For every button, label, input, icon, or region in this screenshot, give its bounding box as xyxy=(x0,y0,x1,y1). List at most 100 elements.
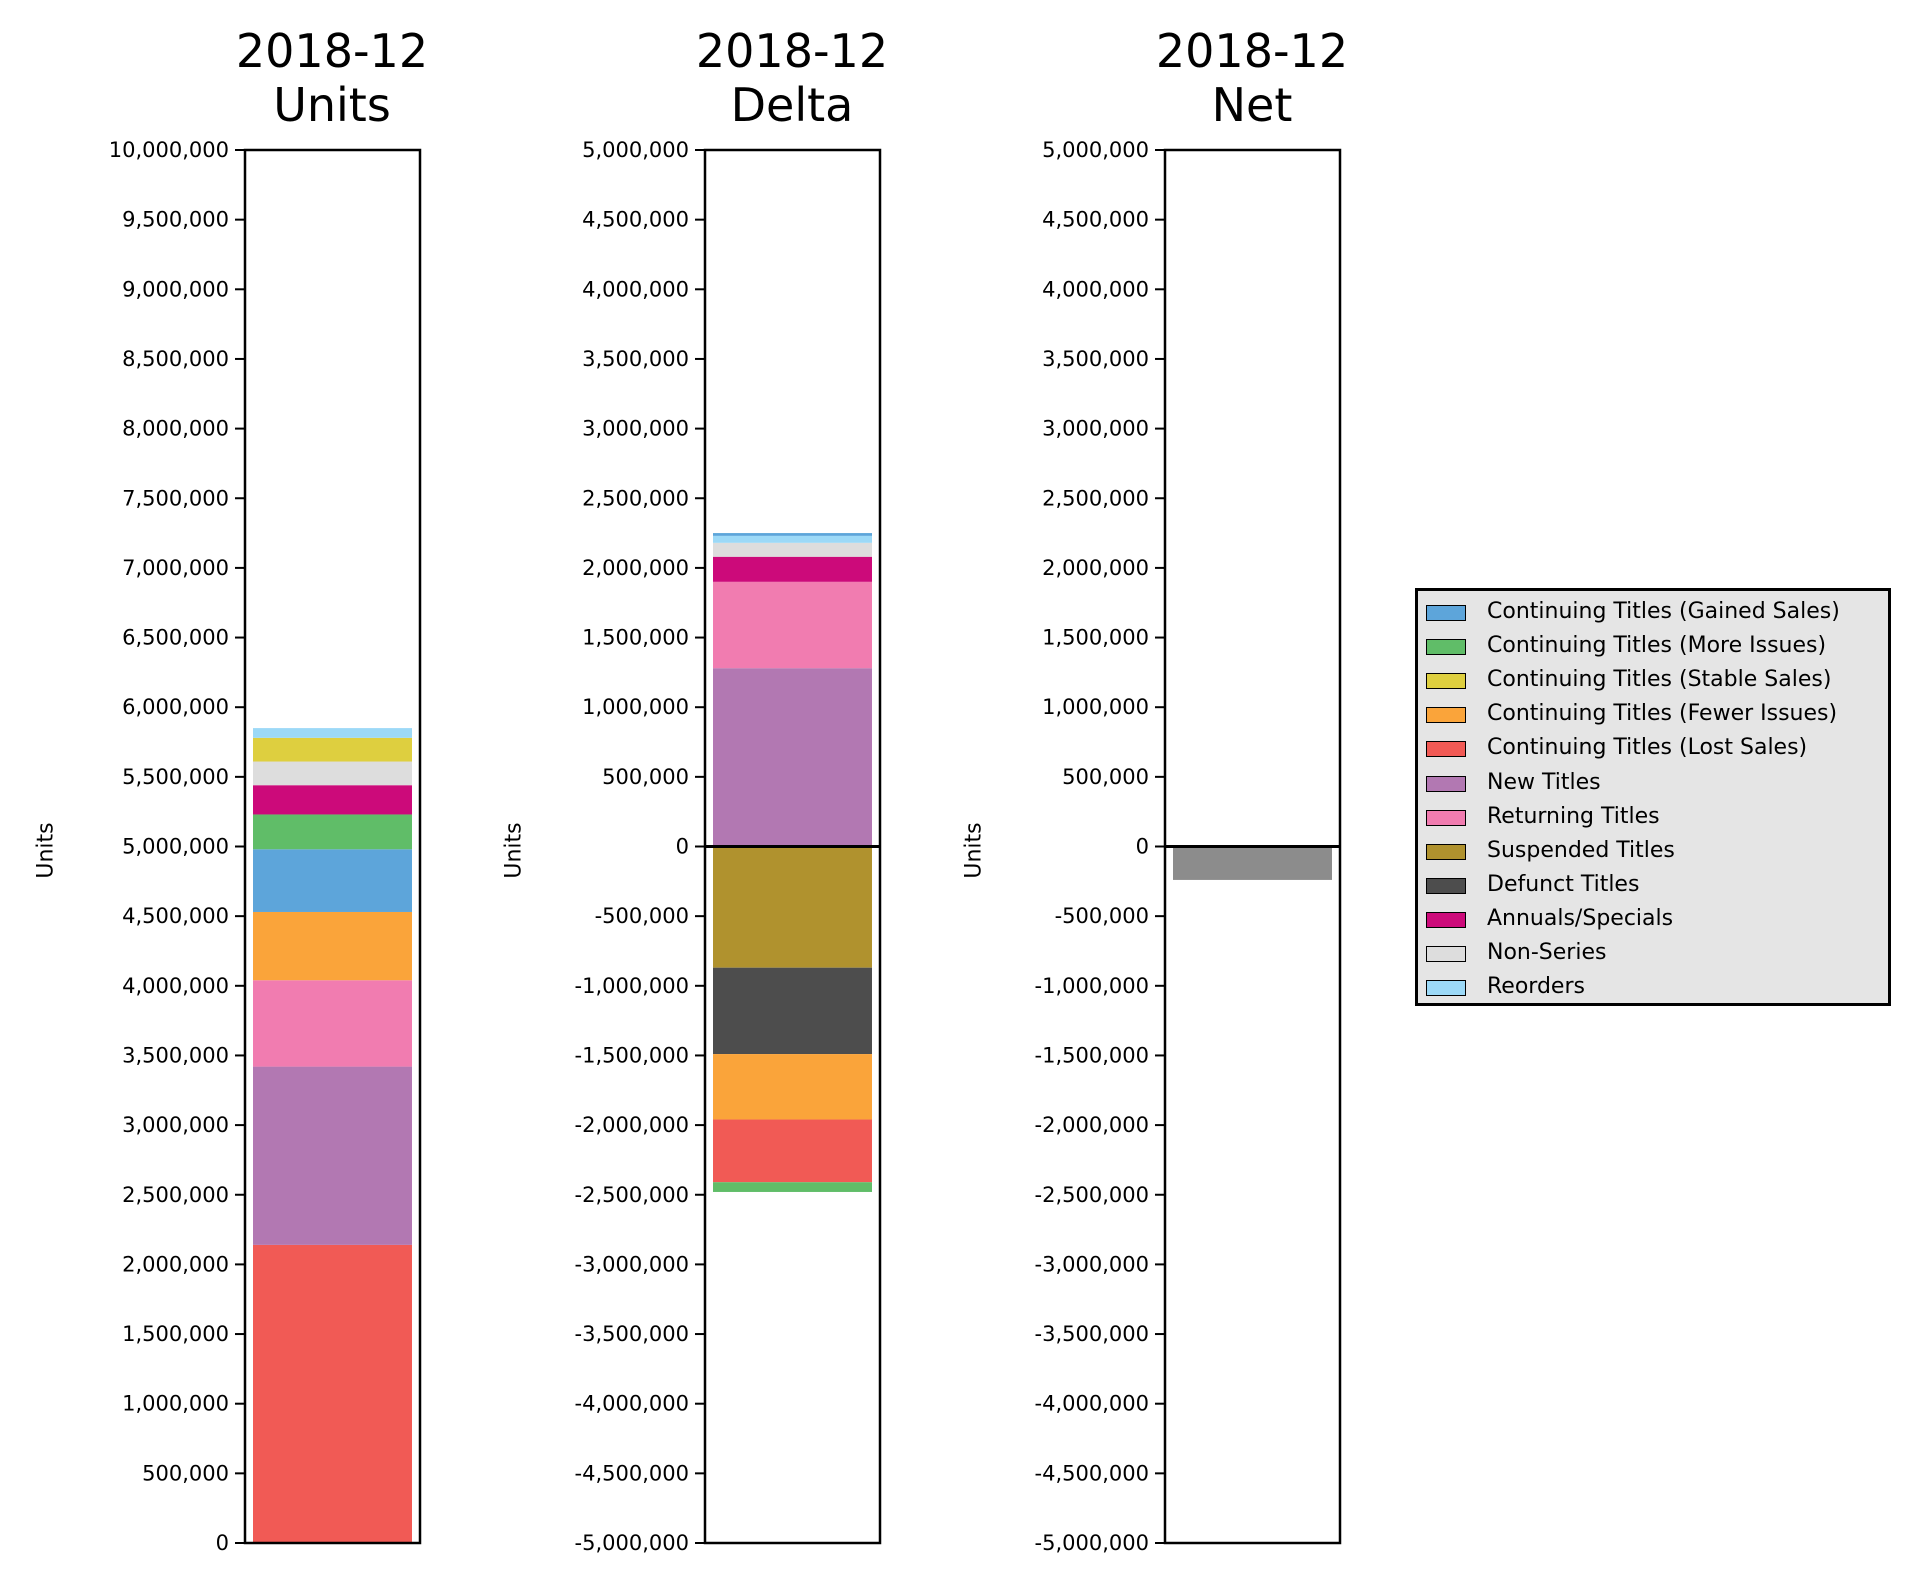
panel1-y-tick-label: 1,000,000 xyxy=(582,695,689,719)
panel1-neg-bar-segment-2 xyxy=(713,1054,872,1120)
panel2-y-tick-label: -4,500,000 xyxy=(1035,1461,1149,1485)
panel1-y-tick-label: -2,500,000 xyxy=(575,1183,689,1207)
panel2-y-tick-label: 2,500,000 xyxy=(1042,486,1149,510)
panel1-y-tick-label: -3,500,000 xyxy=(575,1322,689,1346)
panel1-y-tick-label: -1,000,000 xyxy=(575,974,689,998)
title-line: 2018-12 xyxy=(1155,24,1349,78)
panel0-bar-segment-7 xyxy=(253,761,412,786)
title-line: 2018-12 xyxy=(695,24,889,78)
panel1-pos-bar-segment-2 xyxy=(713,556,872,582)
panel2-y-tick-label: -2,000,000 xyxy=(1035,1113,1149,1137)
panel0-y-tick-label: 5,000,000 xyxy=(122,835,229,859)
panel2-y-tick-label: 1,500,000 xyxy=(1042,626,1149,650)
panel1-y-tick-label: 4,500,000 xyxy=(582,208,689,232)
panel0-y-tick-label: 1,500,000 xyxy=(122,1322,229,1346)
panel1-y-tick-label: -2,000,000 xyxy=(575,1113,689,1137)
legend-item: Continuing Titles (More Issues) xyxy=(1418,629,1888,663)
panel1-y-tick-label: -5,000,000 xyxy=(575,1531,689,1555)
panel2-y-tick-label: 4,000,000 xyxy=(1042,277,1149,301)
panel0-bar-segment-9 xyxy=(253,728,412,738)
legend-swatch xyxy=(1426,980,1466,997)
panel-title-net: 2018-12 Net xyxy=(1092,24,1412,132)
legend-item: Continuing Titles (Stable Sales) xyxy=(1418,663,1888,697)
legend-label: Continuing Titles (Lost Sales) xyxy=(1487,735,1808,761)
legend-label: Continuing Titles (Stable Sales) xyxy=(1487,667,1832,693)
panel0-y-tick-label: 2,000,000 xyxy=(122,1252,229,1276)
panel2-y-tick-label: -5,000,000 xyxy=(1035,1531,1149,1555)
panel0-bar-segment-2 xyxy=(253,980,412,1067)
panel0-y-tick-label: 3,000,000 xyxy=(122,1113,229,1137)
legend-swatch xyxy=(1426,639,1466,656)
legend-swatch xyxy=(1426,673,1466,690)
panel0-y-tick-label: 9,500,000 xyxy=(122,208,229,232)
panel1-pos-bar-segment-5 xyxy=(713,533,872,536)
panel0-y-tick-label: 2,500,000 xyxy=(122,1183,229,1207)
legend-item: New Titles xyxy=(1418,766,1888,800)
legend-item: Non-Series xyxy=(1418,936,1888,970)
legend-label: Annuals/Specials xyxy=(1487,905,1674,931)
legend: Continuing Titles (Gained Sales) Continui… xyxy=(1415,588,1891,1006)
legend-label: Non-Series xyxy=(1487,940,1607,965)
panel2-y-tick-label: 5,000,000 xyxy=(1042,138,1149,162)
panel2-y-tick-label: -500,000 xyxy=(1055,904,1149,928)
legend-label: Defunct Titles xyxy=(1487,871,1640,897)
panel1-y-tick-label: 4,000,000 xyxy=(582,277,689,301)
y-axis-label-units: Units xyxy=(33,822,59,879)
panel0-y-tick-label: 8,000,000 xyxy=(122,417,229,441)
panel2-y-tick-label: 0 xyxy=(1136,835,1149,859)
panel0-y-tick-label: 1,000,000 xyxy=(122,1392,229,1416)
panel1-y-tick-label: 500,000 xyxy=(602,765,689,789)
legend-swatch xyxy=(1426,707,1466,724)
panel1-neg-bar-segment-1 xyxy=(713,967,872,1055)
panel-title-units: 2018-12 Units xyxy=(172,24,492,132)
panel2-y-tick-label: 3,500,000 xyxy=(1042,347,1149,371)
title-line: Net xyxy=(1211,78,1293,132)
panel2-y-tick-label: -3,500,000 xyxy=(1035,1322,1149,1346)
panel2-y-tick-label: 1,000,000 xyxy=(1042,695,1149,719)
panel1-y-tick-label: -1,500,000 xyxy=(575,1043,689,1067)
legend-item: Continuing Titles (Lost Sales) xyxy=(1418,731,1888,765)
panel1-y-tick-label: -4,500,000 xyxy=(575,1461,689,1485)
legend-item: Continuing Titles (Gained Sales) xyxy=(1418,595,1888,629)
legend-label: Returning Titles xyxy=(1487,803,1660,829)
panel1-neg-bar-segment-0 xyxy=(713,846,872,968)
panel0-y-tick-label: 6,500,000 xyxy=(122,626,229,650)
legend-swatch xyxy=(1426,809,1466,826)
panel1-neg-bar-segment-3 xyxy=(713,1119,872,1183)
panel0-bar-segment-1 xyxy=(253,1066,412,1245)
title-line: Units xyxy=(273,78,391,132)
legend-swatch xyxy=(1426,946,1466,962)
panel0-y-tick-label: 6,000,000 xyxy=(122,695,229,719)
panel0-y-tick-label: 10,000,000 xyxy=(109,138,229,162)
legend-label: Continuing Titles (More Issues) xyxy=(1487,633,1827,659)
y-axis-label-delta: Units xyxy=(501,822,527,879)
y-axis-label-net: Units xyxy=(961,822,987,879)
legend-label: Suspended Titles xyxy=(1487,837,1675,863)
panel0-y-tick-label: 0 xyxy=(216,1531,229,1555)
panel0-bar-segment-8 xyxy=(253,737,412,762)
legend-swatch xyxy=(1426,775,1466,792)
panel0-y-tick-label: 4,500,000 xyxy=(122,904,229,928)
legend-item: Reorders xyxy=(1418,970,1888,1004)
panel2-y-tick-label: -4,000,000 xyxy=(1035,1392,1149,1416)
panel1-pos-bar-segment-0 xyxy=(713,668,872,847)
legend-item: Continuing Titles (Fewer Issues) xyxy=(1418,697,1888,731)
panel0-y-tick-label: 7,500,000 xyxy=(122,486,229,510)
panel1-pos-bar-segment-4 xyxy=(713,535,872,543)
panel2-y-tick-label: -2,500,000 xyxy=(1035,1183,1149,1207)
panel2-y-tick-label: 3,000,000 xyxy=(1042,417,1149,441)
panel1-y-tick-label: 2,000,000 xyxy=(582,556,689,580)
legend-item: Returning Titles xyxy=(1418,800,1888,834)
panel0-bar-segment-4 xyxy=(253,849,412,912)
panel2-y-tick-label: 500,000 xyxy=(1062,765,1149,789)
legend-item: Defunct Titles xyxy=(1418,868,1888,902)
title-line: 2018-12 xyxy=(235,24,429,78)
panel1-y-tick-label: 0 xyxy=(676,835,689,859)
panel2-y-tick-label: -1,500,000 xyxy=(1035,1043,1149,1067)
legend-swatch xyxy=(1426,605,1466,621)
panel1-neg-bar-segment-4 xyxy=(713,1182,872,1192)
panel0-y-tick-label: 5,500,000 xyxy=(122,765,229,789)
panel-title-delta: 2018-12 Delta xyxy=(632,24,952,132)
legend-label: New Titles xyxy=(1487,769,1601,795)
